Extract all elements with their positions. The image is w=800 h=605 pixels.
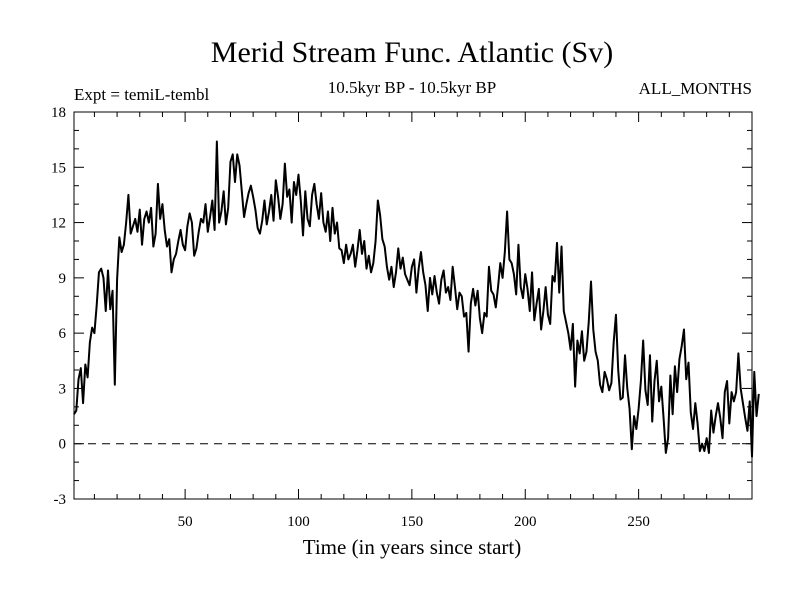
x-axis-label: Time (in years since start) [303, 535, 522, 559]
x-tick-label: 50 [178, 514, 193, 530]
y-tick-label: 6 [59, 326, 67, 342]
chart-right-label: ALL_MONTHS [639, 79, 752, 98]
chart-title: Merid Stream Func. Atlantic (Sv) [211, 36, 613, 69]
chart-subtitle: 10.5kyr BP - 10.5kyr BP [328, 78, 496, 97]
y-tick-label: 12 [51, 216, 66, 232]
y-tick-label: 15 [51, 160, 66, 176]
x-tick-label: 100 [287, 514, 310, 530]
x-tick-label: 150 [401, 514, 424, 530]
axis-ticks: 50 100 150 200 250 -3 0 3 6 9 12 15 18 [51, 105, 753, 530]
chart-left-label: Expt = temiL-tembl [74, 85, 209, 104]
y-tick-label: 0 [59, 437, 67, 453]
plot-frame [73, 111, 753, 500]
y-tick-label: 3 [59, 381, 67, 397]
y-tick-label: -3 [54, 492, 67, 508]
x-tick-label: 250 [627, 514, 650, 530]
y-tick-label: 9 [59, 271, 67, 287]
x-tick-label: 200 [514, 514, 537, 530]
y-tick-label: 18 [51, 105, 66, 121]
series-line [73, 140, 760, 458]
